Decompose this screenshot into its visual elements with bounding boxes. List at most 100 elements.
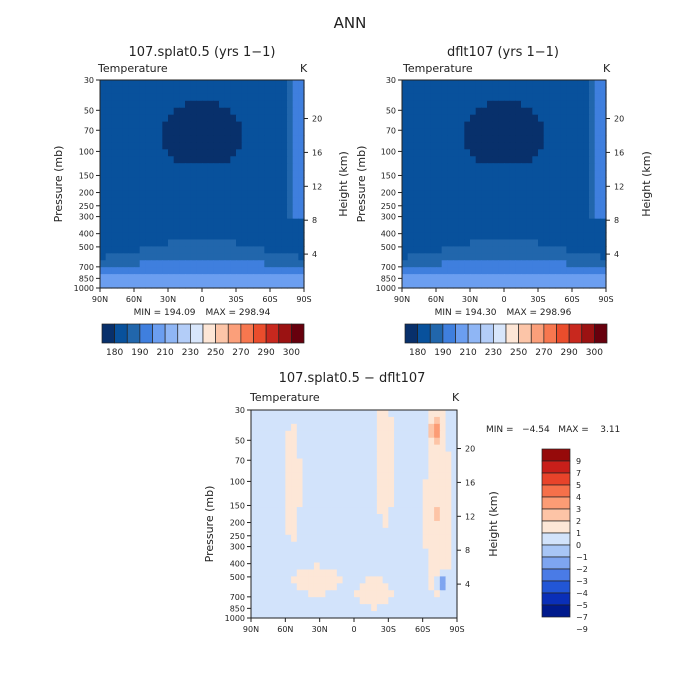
- contour-cell: [583, 135, 590, 143]
- contour-cell: [543, 204, 550, 213]
- contour-cell: [441, 128, 448, 137]
- contour-cell: [359, 437, 367, 446]
- contour-cell: [419, 184, 426, 192]
- contour-cell: [411, 507, 418, 515]
- contour-cell: [416, 493, 424, 501]
- contour-cell: [151, 121, 158, 130]
- contour-cell: [219, 149, 226, 157]
- contour-cell: [555, 114, 562, 123]
- contour-cell: [117, 184, 124, 192]
- contour-cell: [441, 260, 448, 268]
- contour-cell: [262, 410, 269, 418]
- contour-cell: [526, 163, 533, 171]
- contour-cell: [583, 100, 590, 109]
- y-tick-label: 30: [386, 76, 396, 85]
- y-tick-right-label: 20: [614, 115, 624, 124]
- contour-cell: [342, 507, 349, 515]
- contour-cell: [105, 211, 112, 220]
- contour-cell: [128, 80, 135, 88]
- contour-cell: [453, 149, 460, 157]
- contour-cell: [359, 465, 367, 473]
- contour-cell: [422, 458, 429, 467]
- contour-cell: [262, 423, 269, 432]
- contour-cell: [105, 246, 112, 254]
- contour-cell: [279, 583, 286, 591]
- contour-cell: [487, 121, 494, 130]
- contour-cell: [566, 260, 573, 268]
- contour-cell: [411, 416, 418, 425]
- contour-cell: [100, 197, 107, 206]
- contour-cell: [439, 527, 447, 536]
- contour-cell: [365, 590, 372, 598]
- contour-cell: [258, 239, 265, 247]
- contour-cell: [302, 562, 309, 571]
- contour-cell: [285, 520, 292, 529]
- contour-cell: [262, 430, 269, 439]
- contour-cell: [399, 444, 407, 453]
- contour-cell: [594, 149, 601, 157]
- contour-cell: [128, 156, 135, 164]
- contour-cell: [145, 218, 152, 227]
- contour-cell: [219, 86, 226, 95]
- contour-cell: [236, 204, 243, 213]
- contour-cell: [202, 170, 209, 178]
- contour-cell: [532, 163, 539, 171]
- contour-cell: [202, 232, 209, 241]
- contour-cell: [600, 204, 607, 213]
- contour-cell: [413, 121, 420, 130]
- contour-cell: [291, 555, 298, 564]
- contour-cell: [251, 410, 258, 418]
- contour-cell: [139, 190, 146, 199]
- contour-cell: [342, 444, 349, 453]
- contour-cell: [453, 107, 460, 116]
- contour-cell: [407, 170, 414, 178]
- contour-cell: [247, 156, 254, 164]
- contour-cell: [162, 86, 169, 95]
- contour-cell: [122, 149, 129, 157]
- contour-cell: [253, 163, 260, 171]
- contour-cell: [447, 128, 454, 137]
- contour-cell: [430, 211, 437, 220]
- contour-cell: [365, 541, 372, 550]
- contour-cell: [413, 218, 420, 227]
- contour-cell: [411, 472, 418, 480]
- contour-cell: [275, 184, 282, 192]
- colorbar-swatch: [190, 323, 204, 344]
- contour-cell: [251, 562, 258, 571]
- contour-cell: [230, 253, 237, 261]
- contour-cell: [538, 128, 545, 137]
- contour-cell: [388, 451, 395, 460]
- contour-cell: [313, 604, 321, 612]
- contour-cell: [117, 107, 124, 116]
- contour-cell: [481, 274, 488, 282]
- contour-cell: [117, 80, 124, 88]
- contour-cell: [424, 197, 431, 206]
- contour-cell: [521, 100, 528, 109]
- contour-cell: [354, 569, 361, 577]
- contour-cell: [422, 562, 429, 571]
- contour-cell: [376, 534, 384, 543]
- contour-cell: [428, 500, 435, 508]
- contour-cell: [173, 107, 180, 116]
- contour-cell: [388, 569, 395, 577]
- contour-cell: [241, 107, 248, 116]
- contour-cell: [543, 163, 550, 171]
- contour-cell: [268, 576, 275, 584]
- colorbar-swatch: [164, 323, 179, 344]
- contour-cell: [498, 246, 505, 254]
- contour-cell: [128, 177, 135, 185]
- contour-cell: [441, 107, 448, 116]
- y-tick-label: 300: [79, 213, 94, 222]
- contour-cell: [399, 458, 407, 467]
- contour-cell: [464, 267, 471, 275]
- contour-cell: [439, 514, 447, 522]
- contour-cell: [313, 534, 321, 543]
- contour-cell: [298, 253, 305, 261]
- contour-cell: [354, 555, 361, 564]
- contour-cell: [549, 121, 556, 130]
- contour-cell: [430, 93, 437, 102]
- contour-cell: [354, 597, 361, 605]
- contour-cell: [202, 225, 209, 234]
- y-tick-label: 400: [79, 230, 94, 239]
- contour-cell: [219, 184, 226, 192]
